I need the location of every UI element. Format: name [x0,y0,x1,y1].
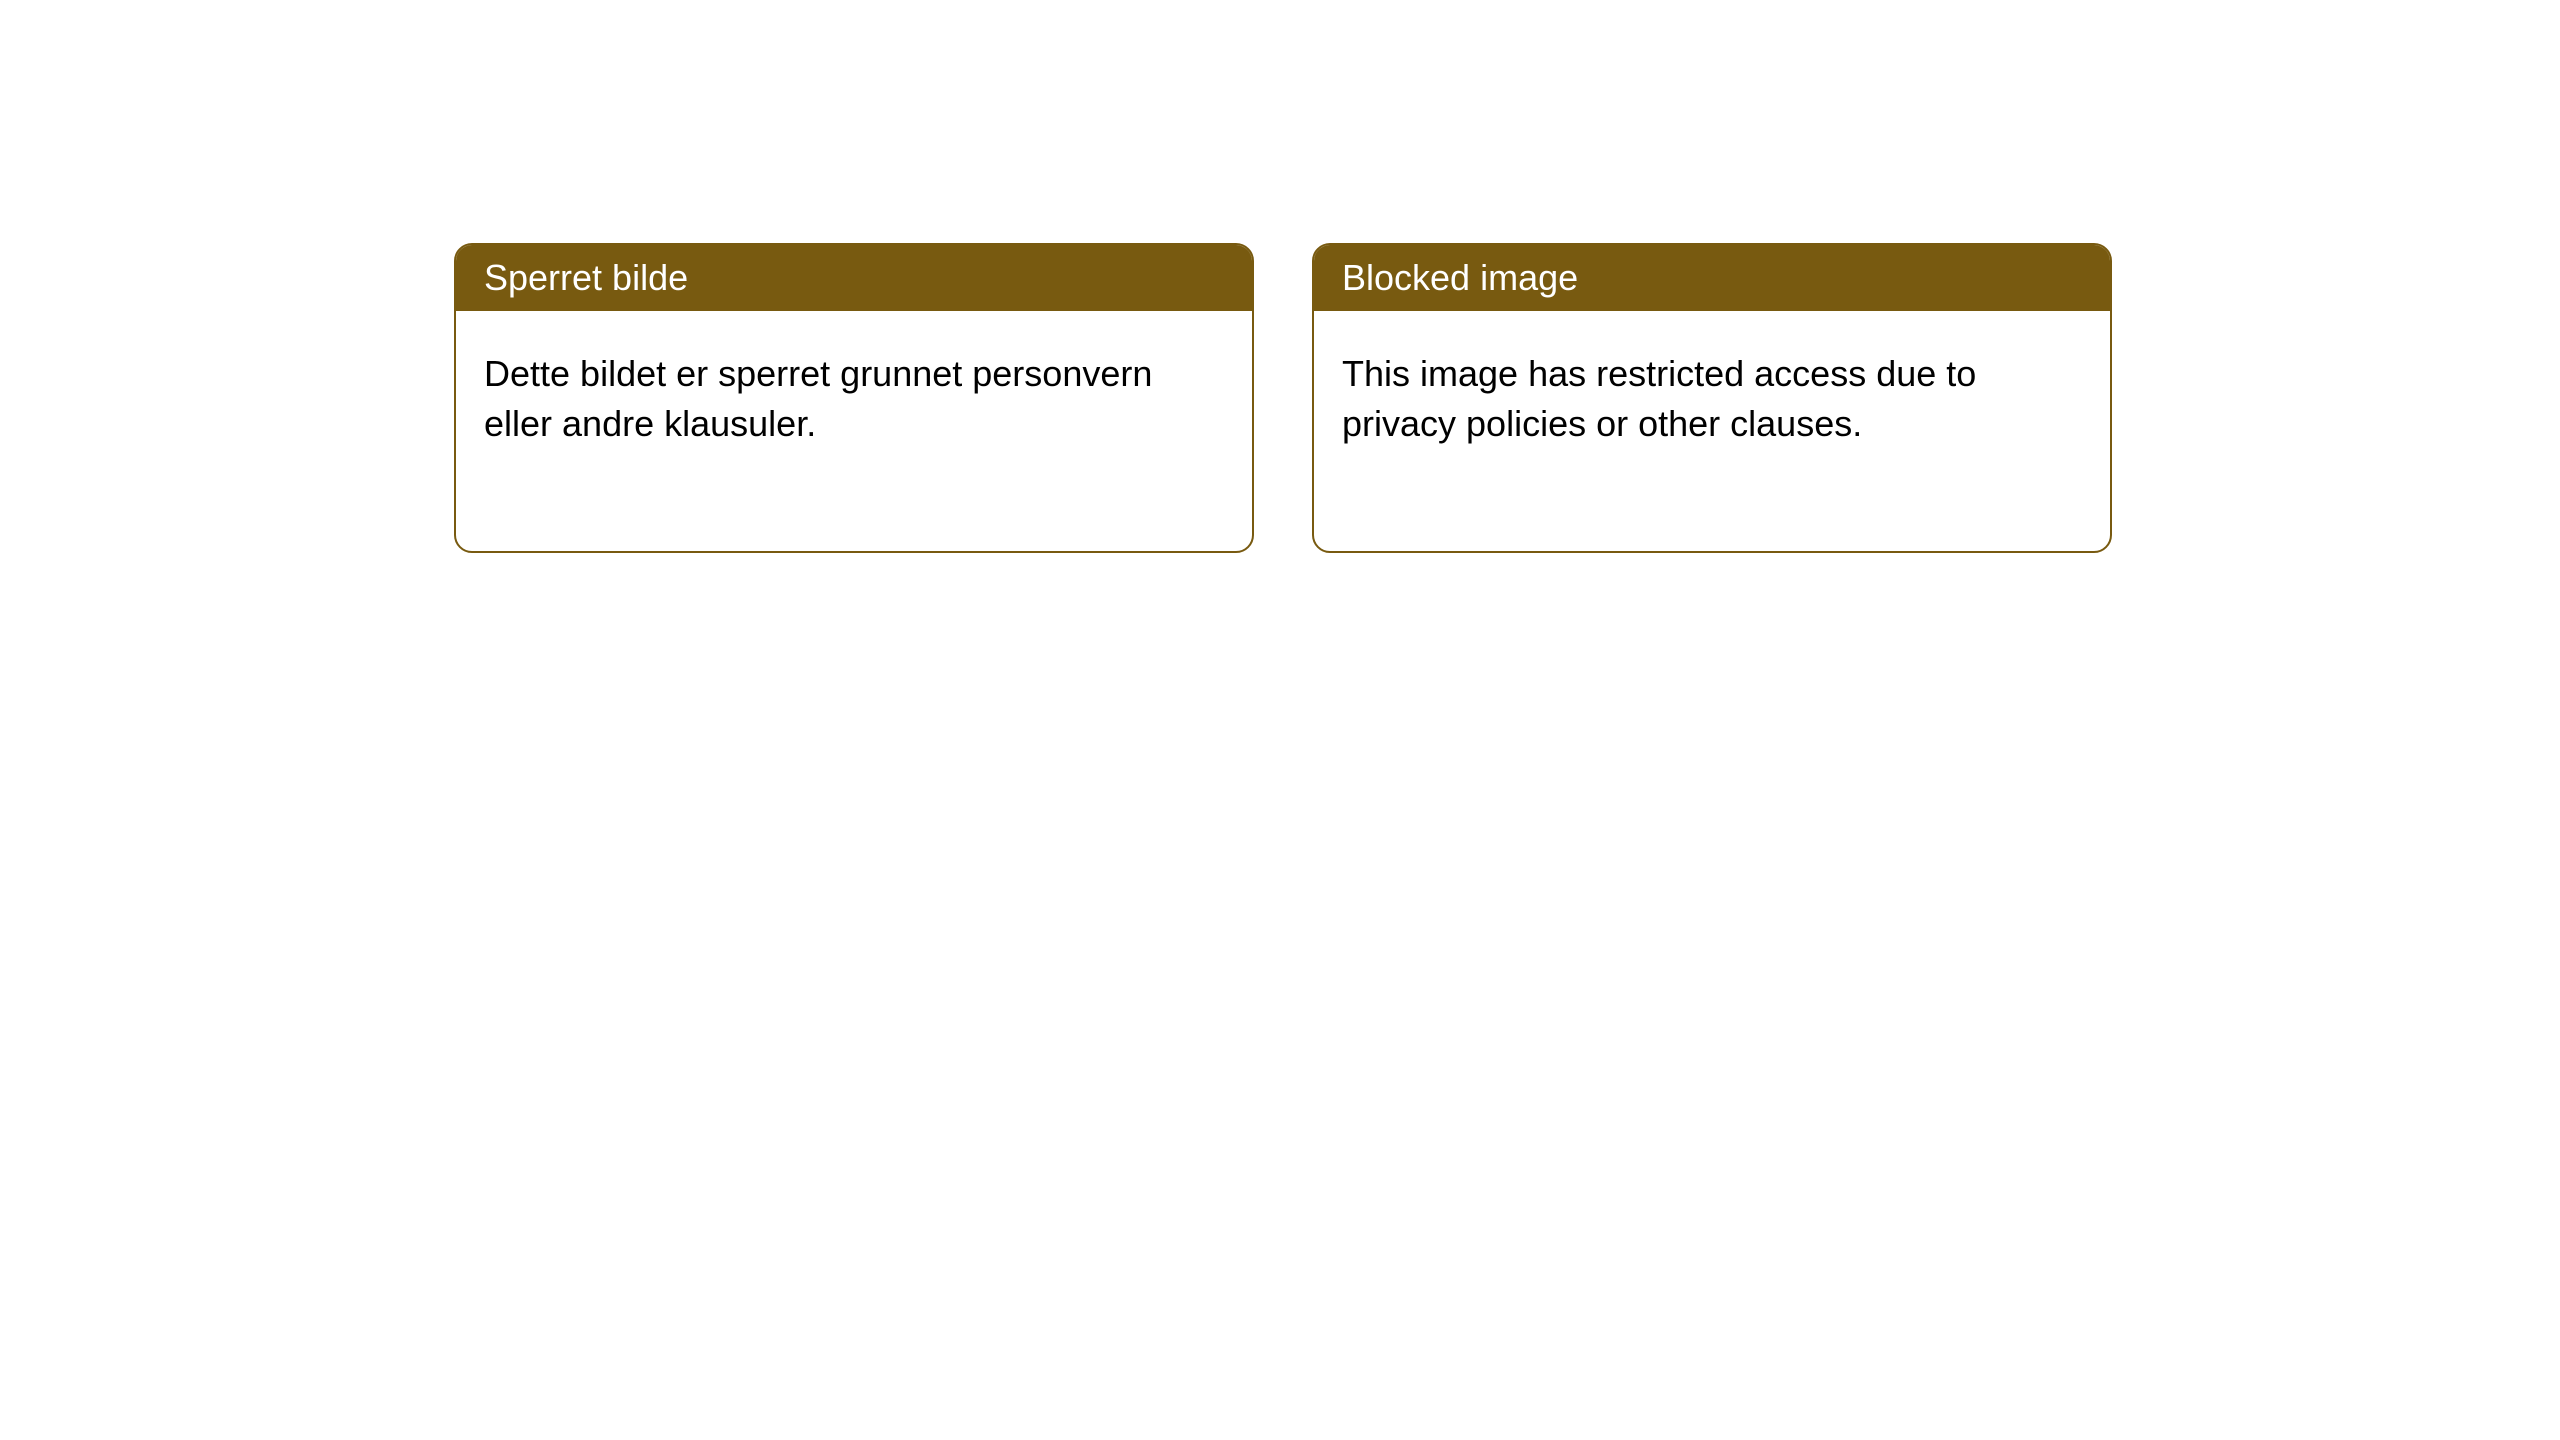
card-body: Dette bildet er sperret grunnet personve… [456,311,1252,551]
card-title: Sperret bilde [484,257,688,298]
notice-card-english: Blocked image This image has restricted … [1312,243,2112,553]
card-body-text: Dette bildet er sperret grunnet personve… [484,353,1152,444]
card-header: Blocked image [1314,245,2110,311]
card-header: Sperret bilde [456,245,1252,311]
card-title: Blocked image [1342,257,1578,298]
card-body: This image has restricted access due to … [1314,311,2110,551]
notice-card-norwegian: Sperret bilde Dette bildet er sperret gr… [454,243,1254,553]
card-body-text: This image has restricted access due to … [1342,353,1976,444]
notice-cards-container: Sperret bilde Dette bildet er sperret gr… [0,0,2560,553]
